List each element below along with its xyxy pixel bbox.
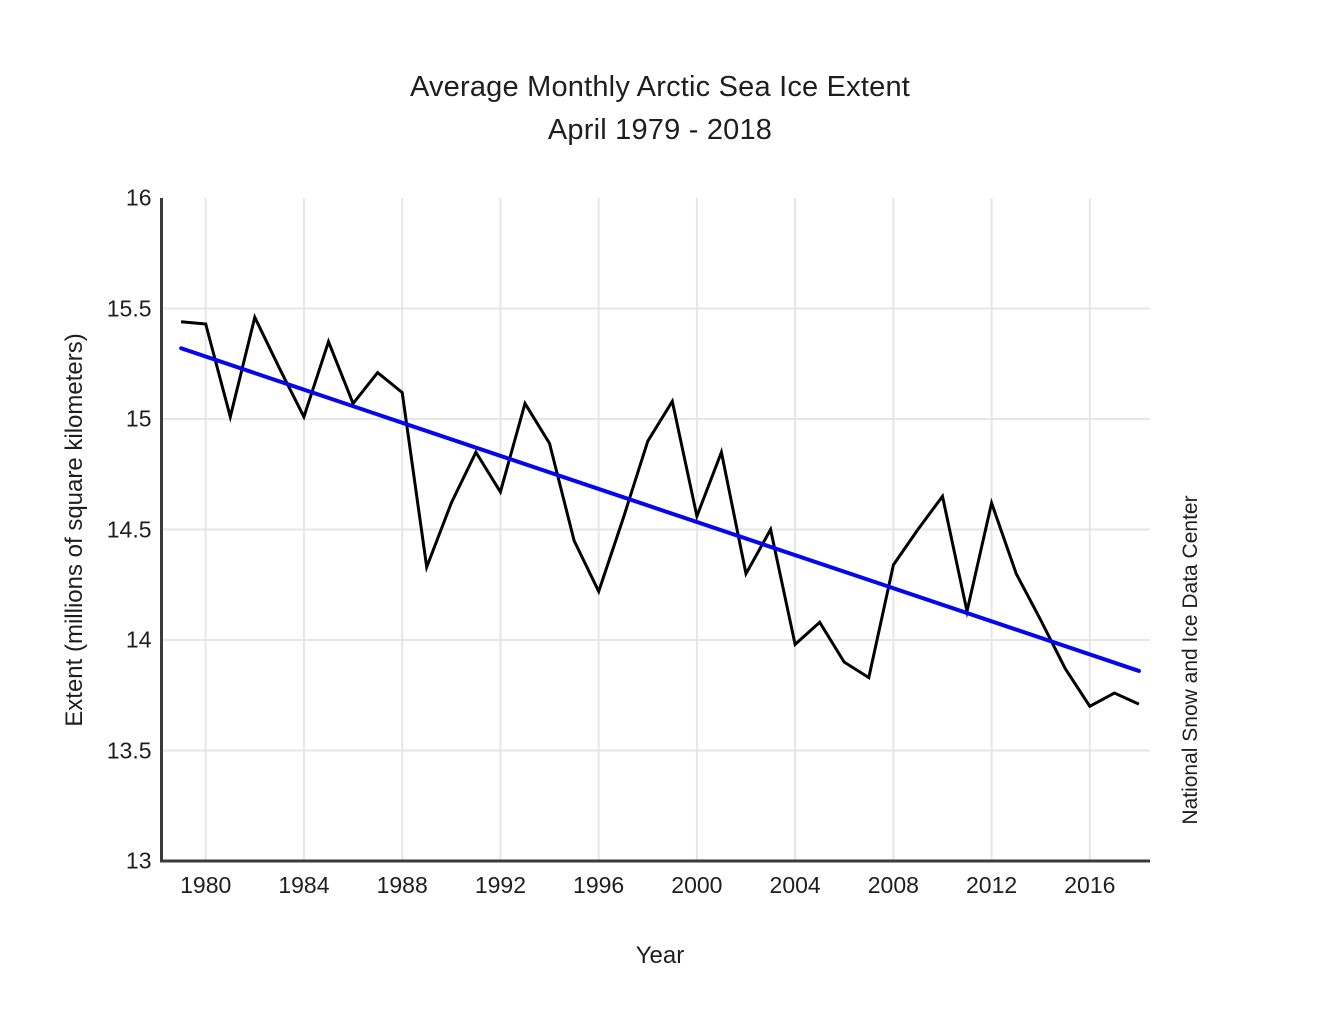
- x-tick-label: 1996: [573, 872, 625, 898]
- x-tick-label: 1984: [278, 872, 330, 898]
- x-tick-label: 1988: [376, 872, 428, 898]
- chart-title-line2: April 1979 - 2018: [547, 114, 773, 146]
- y-tick-label: 15.5: [106, 295, 152, 321]
- x-tick-label: 1980: [180, 872, 232, 898]
- x-tick-label: 1992: [474, 872, 526, 898]
- x-tick-label: 2016: [1064, 872, 1116, 898]
- y-tick-label: 13: [125, 847, 152, 874]
- y-tick-label: 13.5: [106, 737, 152, 763]
- x-tick-label: 2004: [769, 872, 821, 898]
- y-tick-label: 14: [125, 626, 152, 653]
- trend-line: [179, 346, 1141, 673]
- chart-title: Average Monthly Arctic Sea Ice Extent Ap…: [0, 66, 1320, 152]
- x-tick-label: 2012: [966, 872, 1018, 898]
- x-tick-label: 2000: [671, 872, 723, 898]
- y-tick-label: 16: [125, 184, 152, 211]
- chart-title-line1: Average Monthly Arctic Sea Ice Extent: [409, 71, 911, 103]
- x-axis-title: Year: [635, 942, 685, 969]
- data-series-line: [180, 312, 1140, 709]
- y-tick-label: 14.5: [106, 516, 152, 542]
- y-tick-label: 15: [125, 405, 152, 432]
- x-tick-label: 2008: [867, 872, 919, 898]
